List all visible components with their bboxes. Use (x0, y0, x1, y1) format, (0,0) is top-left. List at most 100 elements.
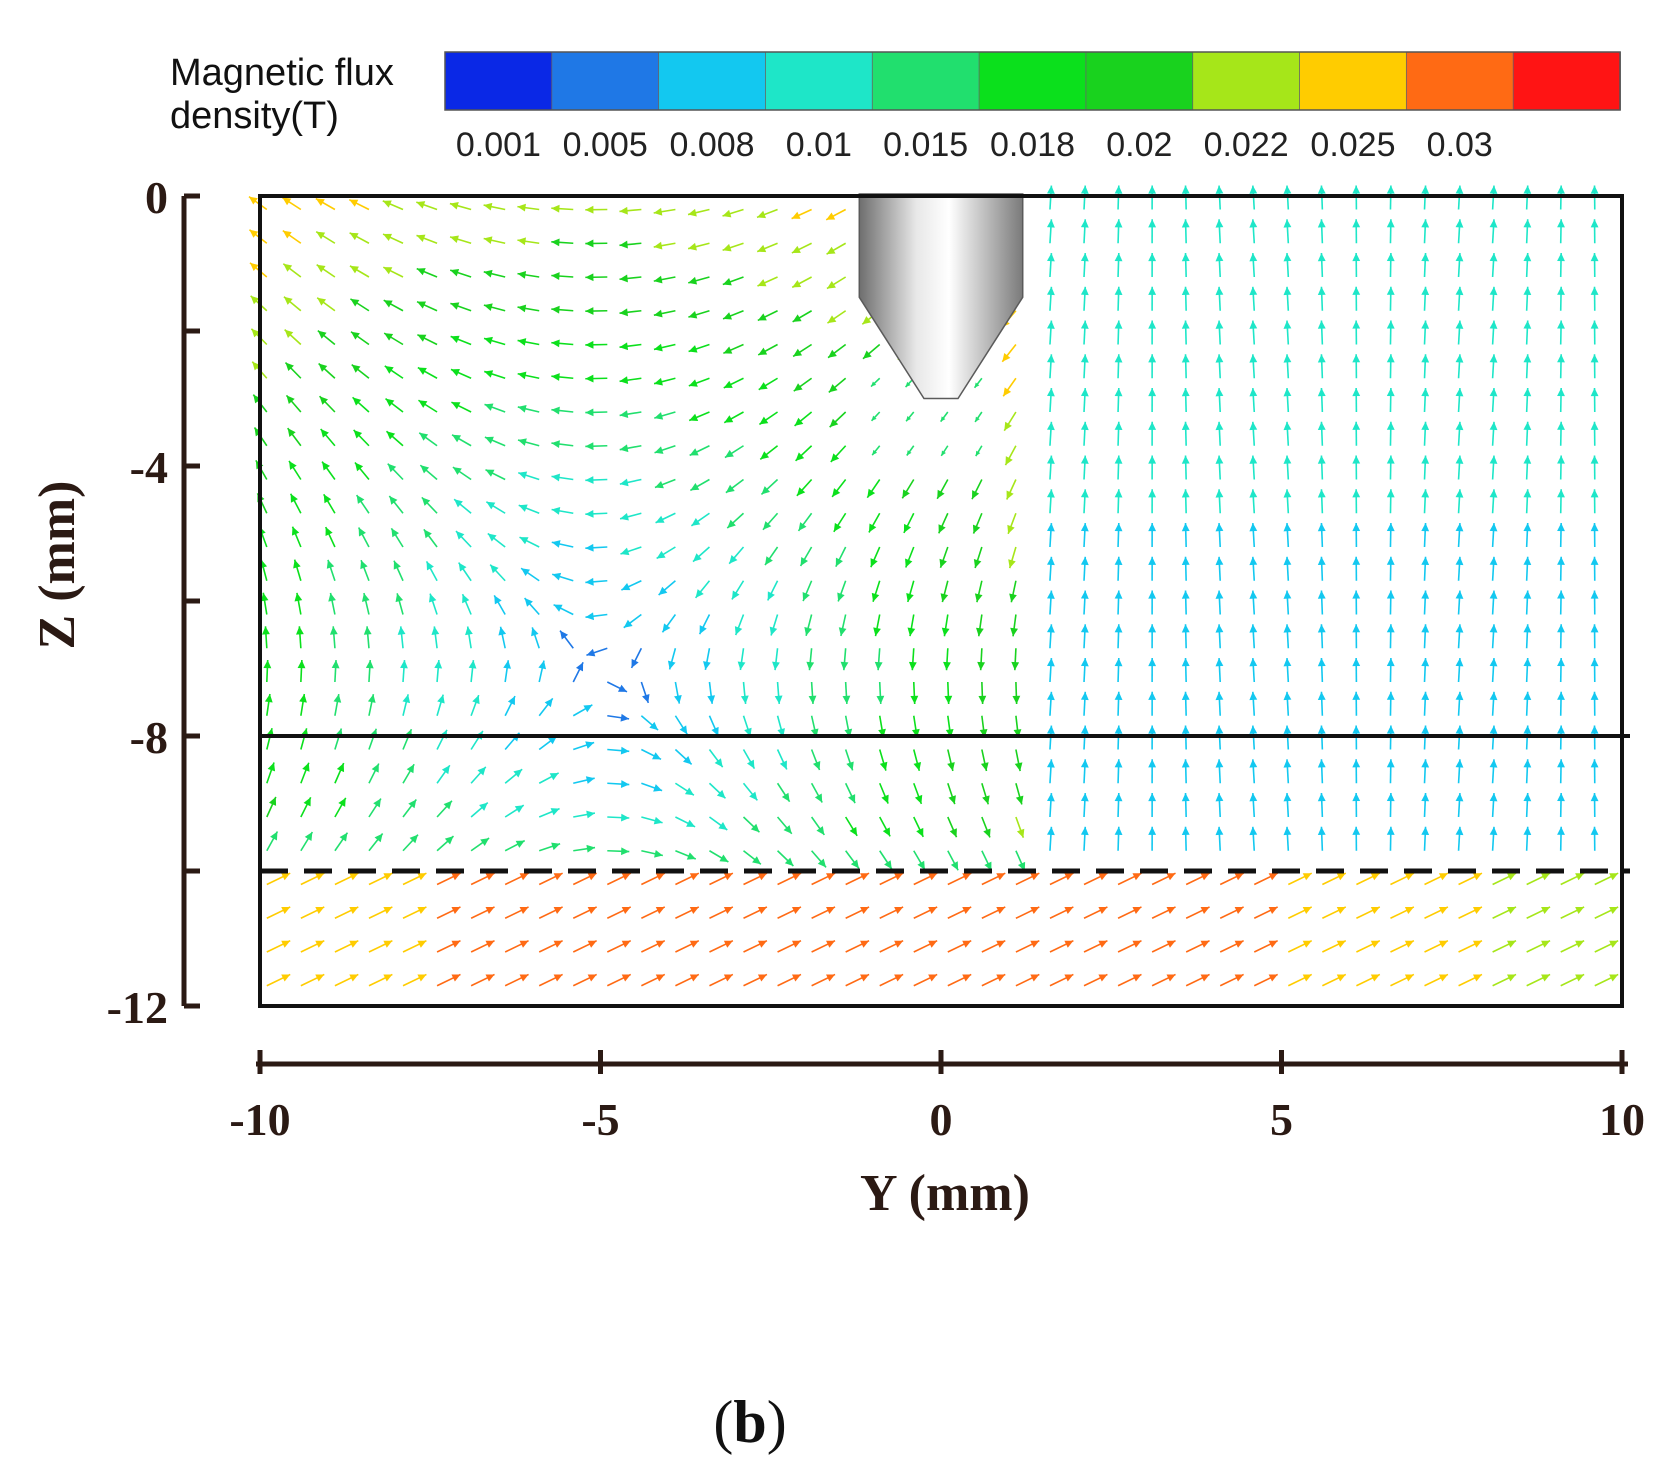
flux-arrow (606, 939, 632, 953)
flux-arrow (586, 647, 608, 657)
flux-arrow (316, 264, 336, 278)
flux-arrow (1249, 691, 1258, 716)
flux-arrow (484, 436, 506, 447)
flux-arrow (282, 263, 302, 278)
colorbar-swatch (1405, 51, 1515, 111)
flux-arrow (572, 939, 598, 953)
flux-arrow (1557, 556, 1565, 581)
flux-arrow (1424, 906, 1449, 919)
flux-arrow (1015, 939, 1040, 953)
flux-arrow (1249, 387, 1258, 413)
flux-arrow (658, 580, 676, 596)
flux-arrow (757, 276, 778, 287)
flux-arrow (694, 580, 711, 599)
flux-arrow (1523, 489, 1532, 514)
flux-arrow (743, 850, 762, 865)
flux-arrow (1148, 455, 1157, 480)
flux-arrow (395, 593, 404, 615)
flux-arrow (1390, 939, 1415, 953)
flux-arrow (1489, 826, 1498, 851)
flux-arrow (1421, 792, 1430, 818)
flux-arrow (449, 268, 472, 278)
flux-arrow (1317, 691, 1326, 716)
flux-arrow (349, 265, 370, 278)
flux-arrow (1283, 590, 1292, 615)
flux-arrow (266, 831, 279, 852)
flux-arrow (1249, 590, 1258, 615)
flux-arrow (360, 559, 370, 582)
flux-arrow (862, 343, 881, 360)
flux-arrow (661, 614, 677, 633)
flux-arrow (1148, 691, 1157, 716)
flux-arrow (905, 411, 915, 422)
colorbar-tick-label: 0.025 (1310, 126, 1395, 164)
flux-arrow (572, 872, 598, 886)
flux-arrow (977, 648, 986, 671)
flux-arrow (517, 237, 540, 246)
flux-arrow (470, 872, 495, 886)
flux-arrow (585, 543, 608, 552)
flux-arrow (939, 546, 949, 569)
flux-arrow (504, 768, 523, 784)
flux-arrow (1114, 320, 1123, 345)
flux-arrow (1148, 657, 1157, 683)
flux-arrow (811, 850, 827, 868)
flux-arrow (1249, 421, 1258, 446)
flux-arrow (1181, 252, 1190, 278)
flux-arrow (619, 206, 642, 215)
flux-arrow (799, 546, 813, 567)
flux-arrow (266, 727, 274, 750)
colorbar-swatch (1512, 51, 1621, 111)
flux-arrow (323, 493, 336, 514)
flux-arrow (641, 973, 666, 987)
flux-arrow (1185, 906, 1210, 919)
flux-arrow (675, 906, 700, 919)
flux-arrow (797, 512, 813, 532)
flux-arrow (675, 973, 700, 987)
flux-arrow (743, 872, 768, 886)
flux-arrow (1080, 792, 1089, 818)
flux-arrow (827, 310, 847, 324)
flux-arrow (641, 939, 666, 953)
flux-arrow (878, 782, 889, 804)
flux-arrow (825, 208, 847, 221)
flux-arrow (910, 681, 919, 705)
flux-arrow (1181, 792, 1190, 818)
flux-arrow (1047, 354, 1055, 379)
flux-arrow (300, 728, 309, 750)
flux-arrow (1148, 354, 1157, 379)
flux-arrow (619, 240, 642, 249)
flux-arrow (1148, 252, 1157, 278)
flux-arrow (1181, 826, 1190, 851)
flux-arrow (1590, 522, 1599, 548)
flux-arrow (1047, 421, 1055, 446)
flux-arrow (1215, 354, 1224, 379)
flux-arrow (468, 660, 477, 683)
flux-arrow (874, 648, 883, 671)
flux-arrow (436, 729, 448, 750)
flux-arrow (1012, 681, 1021, 705)
flux-arrow (1489, 219, 1498, 244)
flux-arrow (835, 546, 847, 568)
flux-arrow (423, 528, 438, 548)
flux-arrow (791, 242, 812, 254)
flux-arrow (1523, 759, 1532, 784)
flux-arrow (1386, 354, 1395, 379)
flux-arrow (619, 444, 642, 453)
flux-arrow (1317, 759, 1326, 784)
flux-arrow (350, 331, 370, 346)
flux-arrow (1049, 906, 1074, 919)
flux-arrow (870, 377, 881, 388)
flux-arrow (1557, 590, 1565, 615)
flux-arrow (722, 242, 744, 252)
flux-arrow (504, 695, 516, 717)
flux-arrow (873, 614, 881, 637)
flux-arrow (1390, 906, 1415, 919)
flux-arrow (293, 559, 302, 581)
flux-arrow (675, 872, 700, 886)
colorbar-tick-label: 0.022 (1204, 126, 1289, 164)
colorbar-swatches (444, 51, 1621, 111)
flux-arrow (777, 850, 794, 867)
flux-arrow (538, 772, 560, 784)
flux-arrow (436, 800, 453, 818)
